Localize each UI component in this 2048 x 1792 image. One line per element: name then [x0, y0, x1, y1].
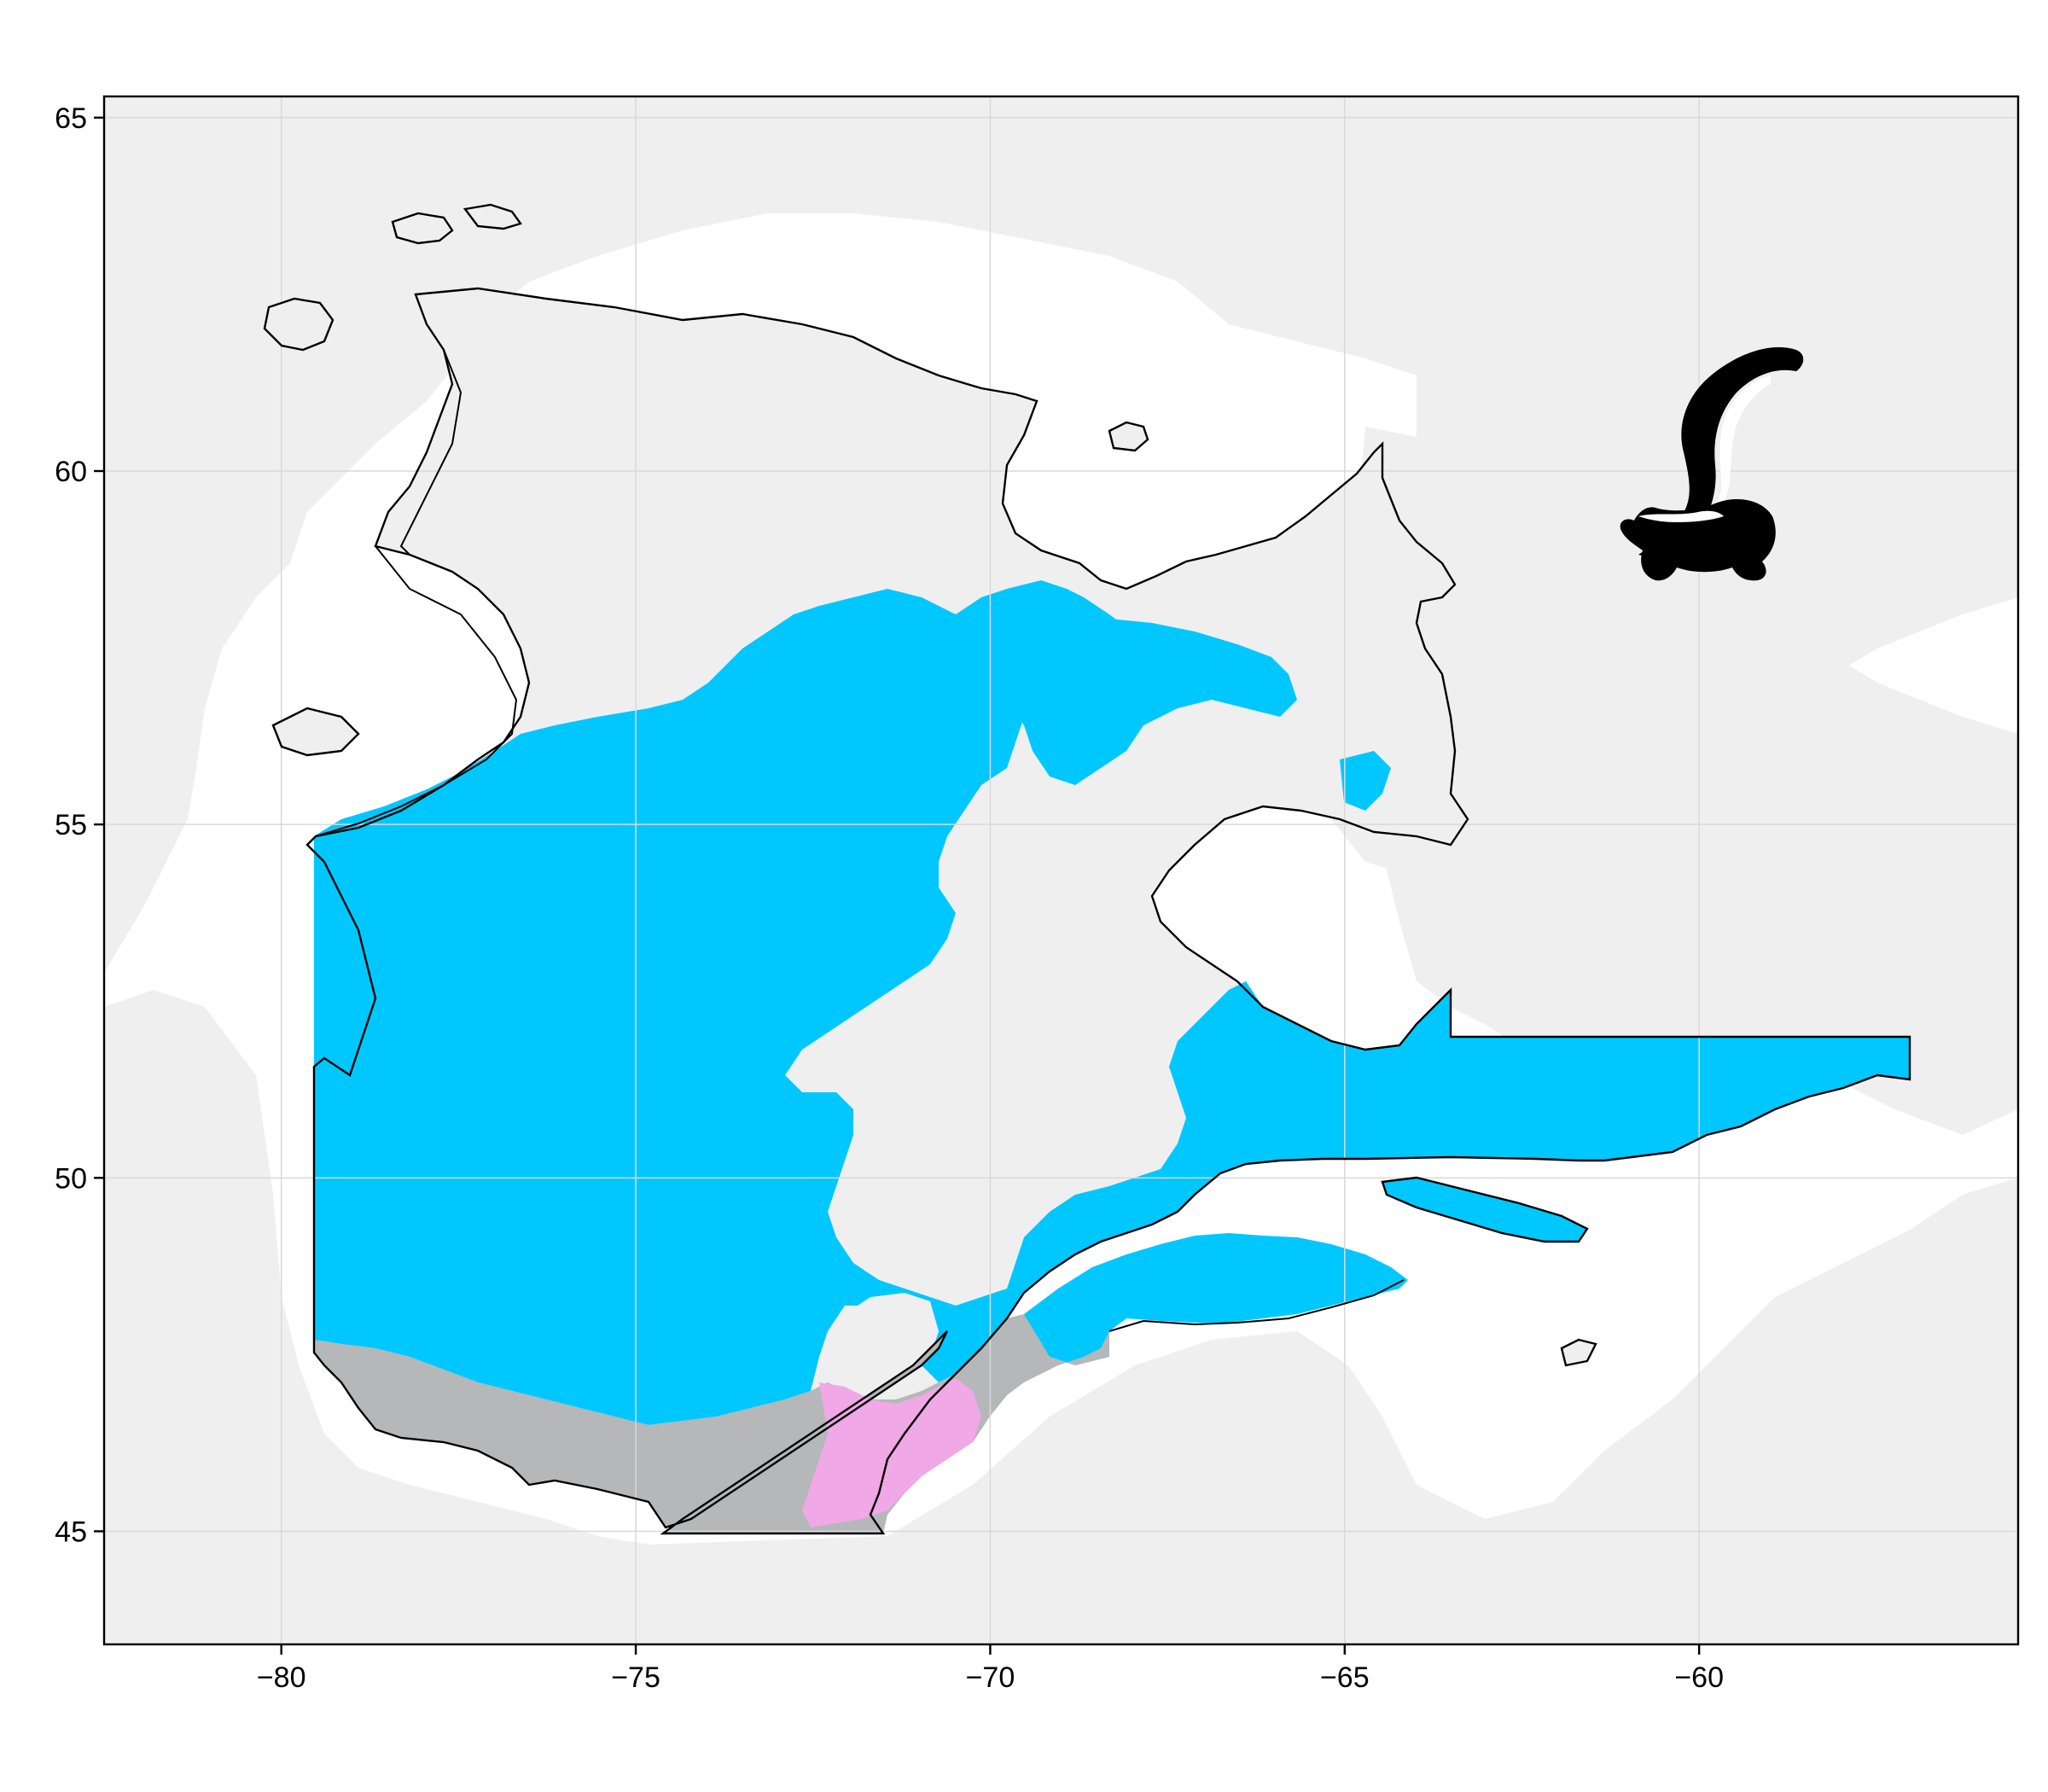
island-belcher-1	[391, 212, 454, 245]
y-tick-label: 60	[55, 456, 87, 488]
new-england-land	[649, 1178, 2018, 1644]
y-tick-label: 65	[55, 102, 87, 135]
range-gray-layer	[314, 1314, 1126, 1533]
island-magdalen	[1560, 1338, 1597, 1367]
blank-area-saguenay	[836, 1293, 939, 1378]
skunk-body-stripe	[1638, 510, 1724, 522]
cyan-patch-east	[1340, 751, 1391, 811]
island-anticosti	[1381, 1176, 1589, 1243]
quebec-outline	[305, 287, 1911, 1535]
x-axis: −80 −75 −70 −65 −60	[257, 1644, 1724, 1694]
skunk-tail	[1638, 346, 1804, 556]
skunk-body	[1620, 499, 1776, 581]
x-tick-label: −80	[257, 1661, 306, 1694]
labrador-land	[1340, 427, 2018, 1135]
plot-frame	[102, 95, 2020, 1646]
x-tick-label: −60	[1674, 1661, 1724, 1694]
baffin-land	[939, 96, 2018, 410]
y-tick-label: 45	[55, 1516, 87, 1548]
range-cyan-layer	[314, 580, 1910, 1425]
coastline-gaspe-inner	[1108, 1279, 1405, 1332]
island-akpatok	[1108, 421, 1149, 452]
gridlines	[104, 96, 2018, 1644]
background-land-layer	[104, 96, 2018, 1644]
island-mansel	[263, 297, 335, 352]
coastline-james-bay	[315, 545, 518, 837]
y-tick-label: 50	[55, 1162, 87, 1195]
coastline-hudson-east	[399, 349, 463, 556]
x-tick-label: −75	[611, 1661, 660, 1694]
skunk-tail-stripe	[1702, 375, 1771, 525]
cyan-patch-gaspe	[1024, 1233, 1408, 1365]
x-tick-label: −65	[1320, 1661, 1370, 1694]
ontario-land	[104, 990, 666, 1644]
island-belcher-2	[463, 203, 522, 230]
x-tick-label: −70	[966, 1661, 1015, 1694]
y-axis: 45 50 55 60 65	[55, 102, 104, 1548]
island-outlines	[263, 203, 1597, 1367]
cyan-patch-north	[956, 610, 1297, 785]
skunk-silhouette-icon	[1620, 346, 1804, 581]
island-belcher-south	[271, 707, 360, 757]
coastline-details	[315, 349, 1405, 1332]
y-tick-label: 55	[55, 809, 87, 841]
